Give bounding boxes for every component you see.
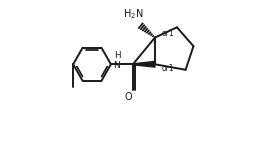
- Text: O: O: [124, 92, 132, 101]
- Text: H$_2$N: H$_2$N: [123, 7, 143, 21]
- Text: H: H: [114, 51, 120, 60]
- Text: or1: or1: [161, 64, 174, 73]
- Text: N: N: [113, 61, 120, 70]
- Polygon shape: [133, 61, 155, 67]
- Text: or1: or1: [161, 29, 174, 38]
